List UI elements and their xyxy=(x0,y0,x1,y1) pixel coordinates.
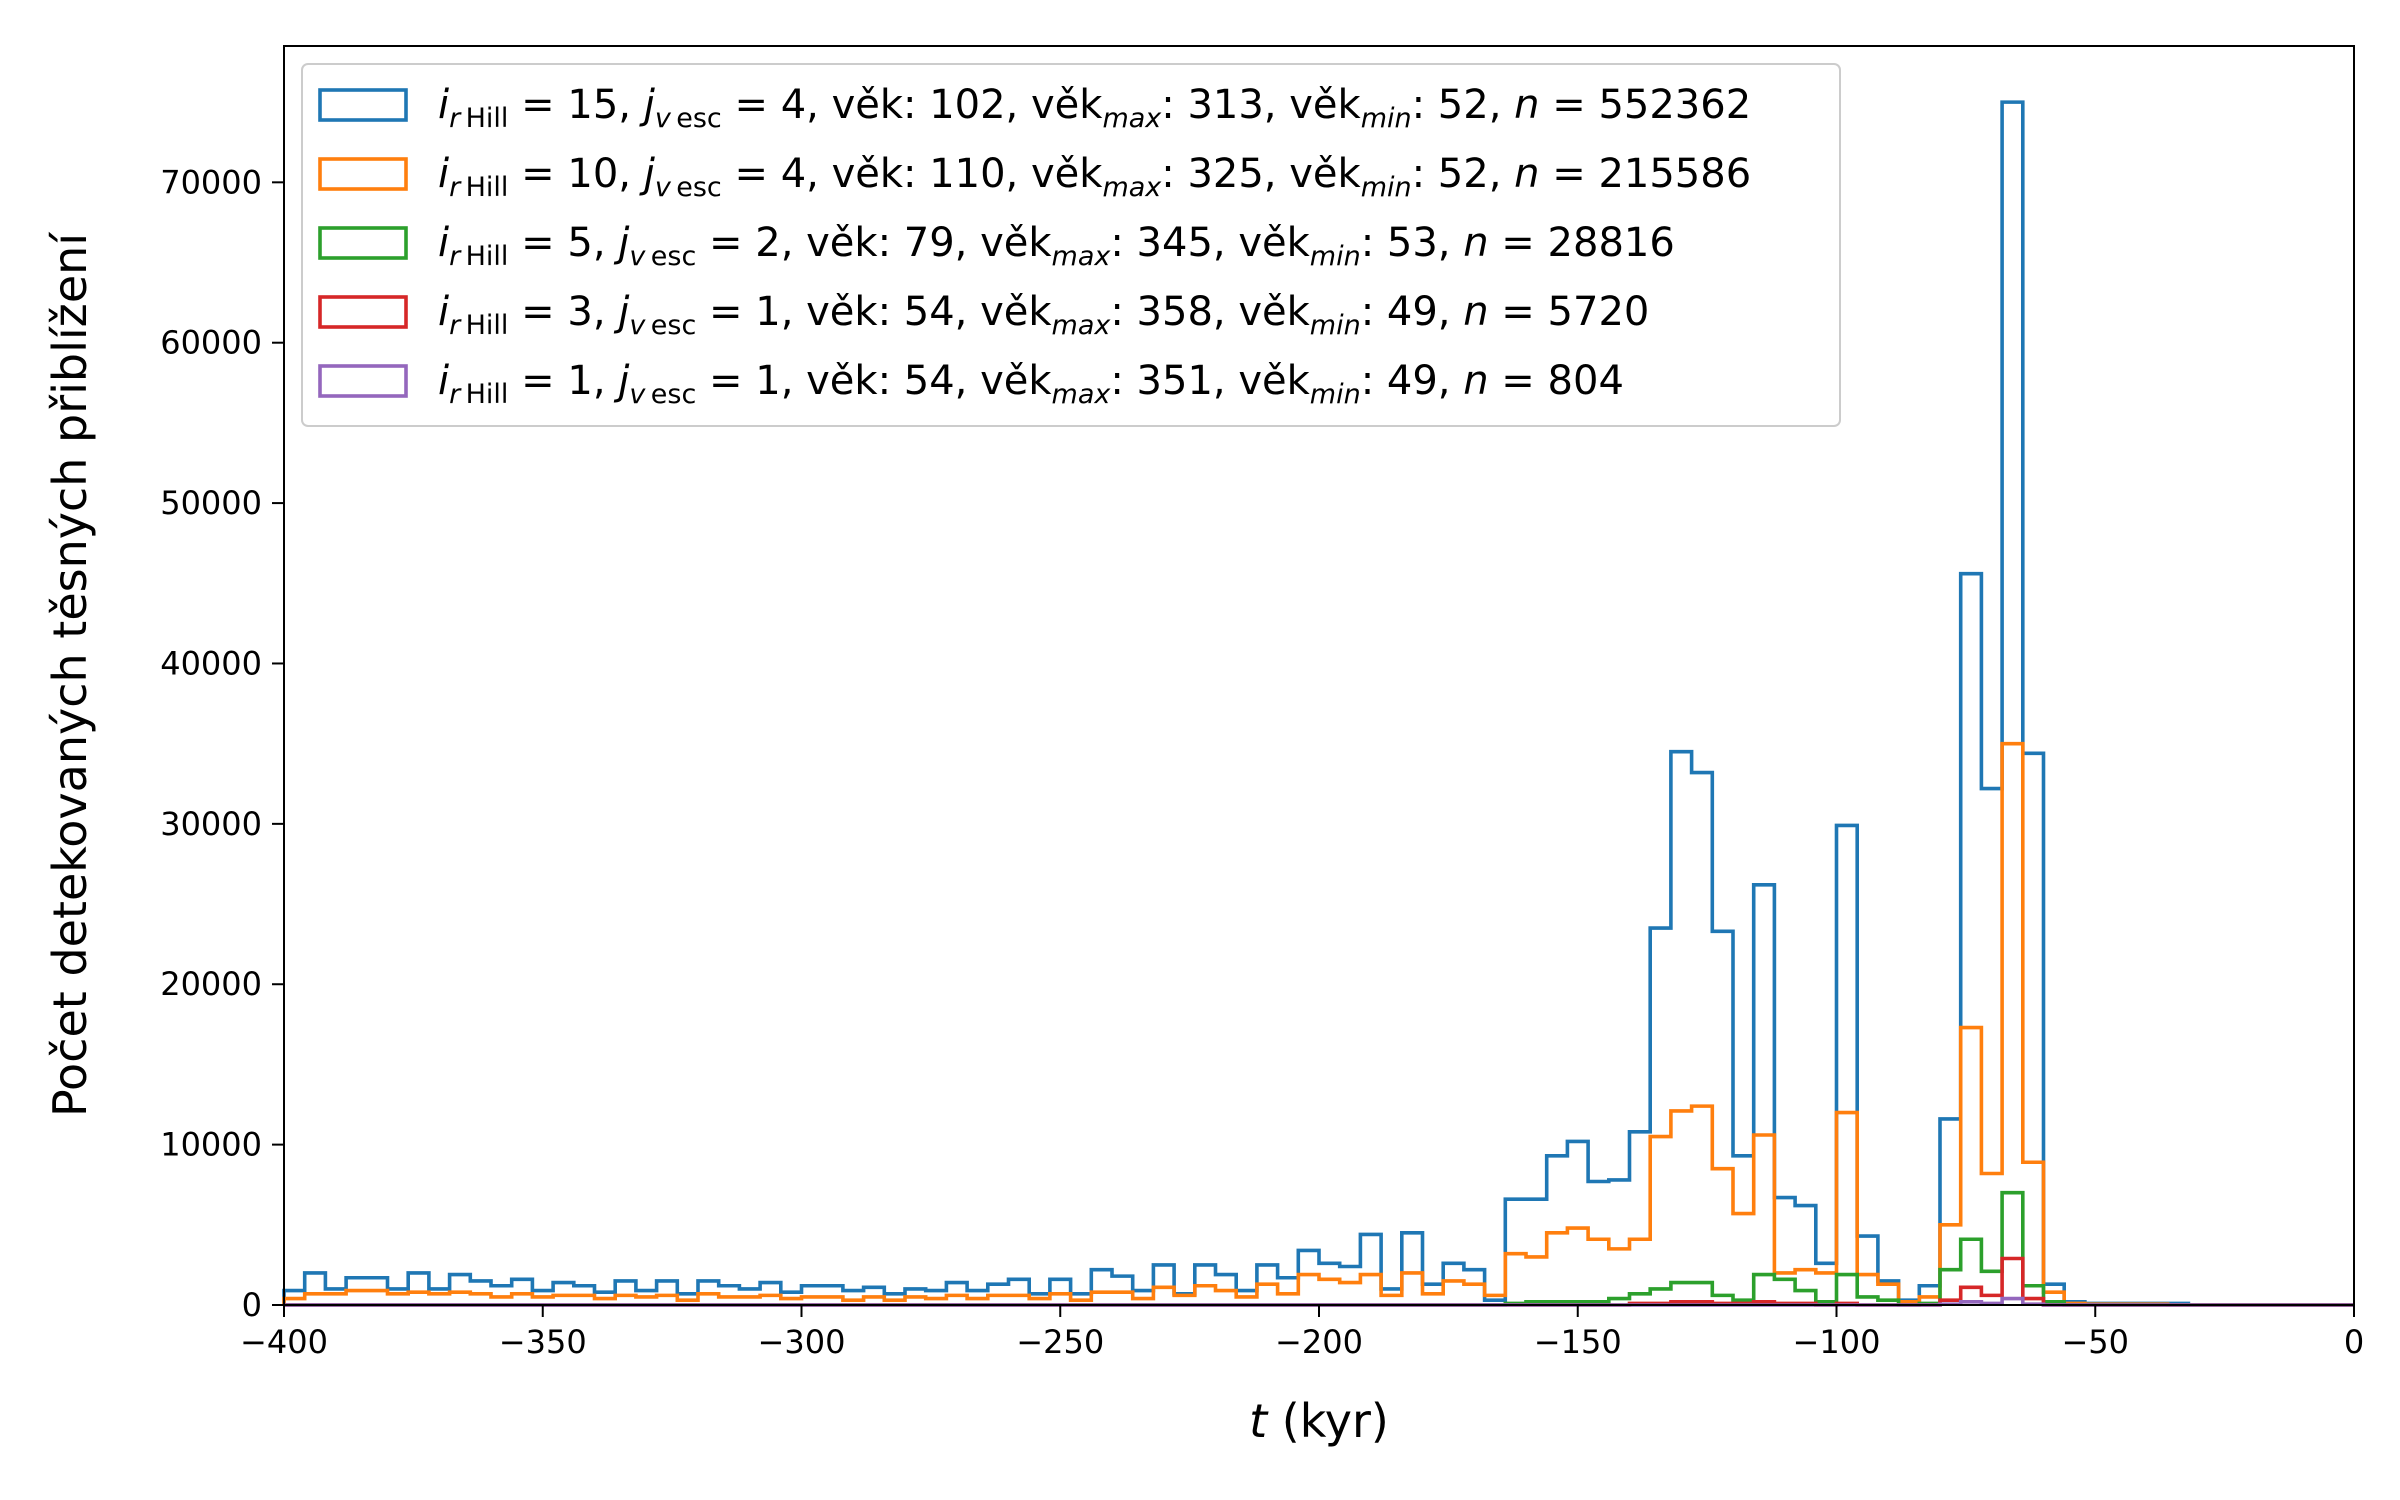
legend-label: ir Hill = 1, jv esc = 1, věk: 54, věkmax… xyxy=(438,358,1624,410)
y-tick-label: 0 xyxy=(242,1286,262,1324)
y-tick-label: 50000 xyxy=(160,484,262,522)
y-tick-label: 30000 xyxy=(160,805,262,843)
x-tick-label: −200 xyxy=(1275,1323,1363,1361)
legend-frame xyxy=(301,63,1841,427)
x-tick-label: −150 xyxy=(1534,1323,1622,1361)
x-axis: −400 −350 −300 −250 −200 −150 −100 −50 0 xyxy=(240,1305,2364,1361)
legend-swatch xyxy=(318,226,408,260)
x-tick-label: −100 xyxy=(1793,1323,1881,1361)
series-2 xyxy=(282,741,2354,1307)
x-tick-label: 0 xyxy=(2344,1323,2364,1361)
legend: ir Hill = 15, jv esc = 4, věk: 102, věkm… xyxy=(301,63,1841,427)
legend-label: ir Hill = 3, jv esc = 1, věk: 54, věkmax… xyxy=(438,289,1649,341)
series-2-step-line xyxy=(282,741,2354,1307)
y-tick-label: 20000 xyxy=(160,965,262,1003)
x-tick-label: −400 xyxy=(240,1323,328,1361)
legend-swatch xyxy=(318,295,408,329)
legend-entry-1: ir Hill = 15, jv esc = 4, věk: 102, věkm… xyxy=(318,82,1751,134)
x-tick-label: −250 xyxy=(1016,1323,1104,1361)
x-axis-variable: t xyxy=(1249,1394,1269,1448)
x-axis-label: t (kyr) xyxy=(1249,1394,1389,1448)
legend-entry-3: ir Hill = 5, jv esc = 2, věk: 79, věkmax… xyxy=(318,220,1675,272)
y-tick-label: 40000 xyxy=(160,644,262,682)
legend-swatch xyxy=(318,88,408,122)
x-tick-label: −300 xyxy=(758,1323,846,1361)
legend-label: ir Hill = 15, jv esc = 4, věk: 102, věkm… xyxy=(438,82,1751,134)
legend-swatch xyxy=(318,364,408,398)
y-tick-label: 10000 xyxy=(160,1126,262,1164)
y-axis: 0 10000 20000 30000 40000 50000 60000 70000 xyxy=(160,163,284,1324)
legend-entry-5: ir Hill = 1, jv esc = 1, věk: 54, věkmax… xyxy=(318,358,1624,410)
x-tick-label: −350 xyxy=(499,1323,587,1361)
legend-label: ir Hill = 5, jv esc = 2, věk: 79, věkmax… xyxy=(438,220,1675,272)
x-axis-unit: (kyr) xyxy=(1267,1394,1389,1448)
legend-label: ir Hill = 10, jv esc = 4, věk: 110, věkm… xyxy=(438,151,1751,203)
legend-swatch xyxy=(318,157,408,191)
y-tick-label: 70000 xyxy=(160,163,262,201)
y-tick-label: 60000 xyxy=(160,324,262,362)
y-axis-label: Počet detekovaných těsných přiblížení xyxy=(43,232,97,1117)
legend-entry-2: ir Hill = 10, jv esc = 4, věk: 110, věkm… xyxy=(318,151,1751,203)
x-tick-label: −50 xyxy=(2061,1323,2129,1361)
legend-entry-4: ir Hill = 3, jv esc = 1, věk: 54, věkmax… xyxy=(318,289,1649,341)
